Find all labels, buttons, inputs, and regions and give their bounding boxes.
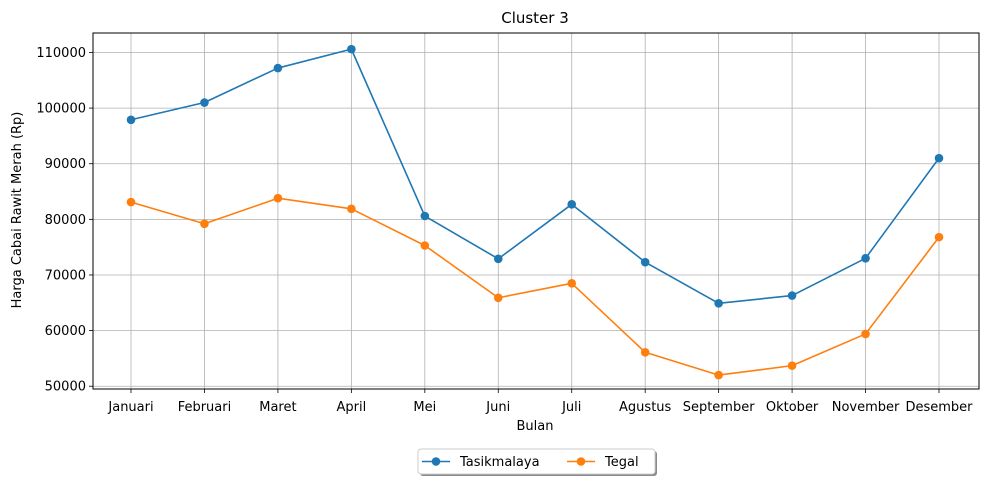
data-point-tegal — [126, 197, 136, 207]
data-point-tegal — [493, 293, 503, 303]
chart-title: Cluster 3 — [501, 9, 569, 27]
data-point-tegal — [640, 347, 650, 357]
data-point-tegal — [200, 219, 209, 229]
data-point-tasikmalaya — [567, 200, 577, 209]
x-tick-label: Oktober — [766, 400, 819, 415]
data-point-tegal — [861, 329, 870, 339]
legend-item-tegal: Tegal — [567, 455, 639, 470]
y-tick-label: 90000 — [45, 157, 86, 172]
data-point-tegal — [714, 370, 723, 380]
x-tick-label: Januari — [107, 400, 153, 415]
plot-frame — [92, 32, 980, 390]
legend-marker-tasikmalaya — [431, 457, 441, 466]
data-point-tasikmalaya — [347, 44, 356, 54]
x-tick-label: September — [683, 400, 756, 415]
y-tick-label: 110000 — [36, 46, 86, 61]
data-point-tegal — [420, 241, 430, 250]
x-tick-label: Desember — [905, 400, 973, 415]
y-axis: 50000 60000 70000 80000 90000 100000 110000 — [36, 46, 93, 395]
y-tick-label: 70000 — [45, 268, 86, 283]
y-tick-label: 80000 — [45, 213, 86, 228]
data-point-tasikmalaya — [934, 153, 944, 163]
legend-marker-tegal — [576, 457, 586, 466]
series-line-tegal — [130, 197, 940, 376]
x-tick-label: November — [832, 400, 900, 415]
data-point-tegal — [787, 361, 797, 370]
x-tick-label: Februari — [178, 400, 232, 415]
legend-item-tasikmalaya: Tasikmalaya — [422, 455, 540, 470]
data-point-tasikmalaya — [714, 299, 723, 308]
x-tick-label: Mei — [413, 400, 436, 415]
data-point-tasikmalaya — [493, 254, 503, 264]
series-line-tasikmalaya — [130, 48, 940, 305]
x-tick-label: April — [337, 400, 367, 415]
data-point-tegal — [934, 232, 944, 242]
y-tick-label: 60000 — [45, 324, 86, 339]
data-point-tasikmalaya — [861, 253, 870, 263]
data-point-tasikmalaya — [200, 98, 209, 107]
data-point-tasikmalaya — [126, 115, 136, 125]
series-layer — [126, 44, 944, 380]
y-axis-title: Harga Cabai Rawit Merah (Rp) — [10, 112, 25, 309]
x-axis: Januari Februari Maret April Mei Juni Juli Agus… — [107, 389, 973, 415]
data-point-tegal — [567, 279, 577, 288]
data-point-tasikmalaya — [640, 257, 650, 267]
y-tick-label: 100000 — [36, 102, 86, 117]
data-point-tegal — [347, 204, 356, 214]
series-tegal — [126, 193, 944, 380]
x-tick-label: Juni — [485, 400, 510, 415]
grid — [93, 33, 979, 389]
x-tick-label: Juli — [561, 400, 581, 415]
data-point-tasikmalaya — [273, 63, 283, 73]
legend-box — [417, 448, 656, 475]
x-axis-title: Bulan — [517, 419, 554, 434]
legend: Tasikmalaya Tegal — [417, 448, 657, 476]
data-point-tasikmalaya — [787, 291, 797, 300]
legend-label-tasikmalaya: Tasikmalaya — [459, 455, 540, 470]
data-point-tegal — [273, 193, 283, 203]
series-tasikmalaya — [126, 44, 944, 308]
data-point-tasikmalaya — [420, 211, 430, 221]
x-tick-label: Maret — [259, 400, 296, 415]
x-tick-label: Agustus — [619, 400, 671, 415]
y-tick-label: 50000 — [45, 380, 86, 395]
legend-label-tegal: Tegal — [604, 455, 639, 470]
